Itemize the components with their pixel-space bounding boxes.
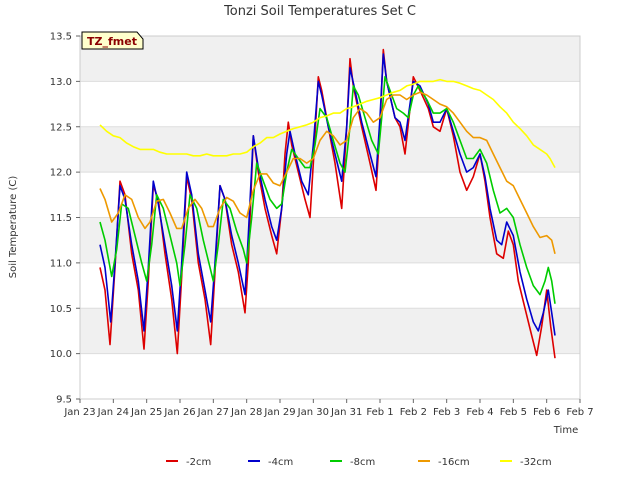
y-tick-label: 10.0	[50, 349, 72, 360]
background-band	[80, 36, 580, 82]
y-tick-label: 12.0	[50, 168, 72, 179]
x-tick-label: Feb 3	[433, 407, 460, 418]
y-tick-label: 11.0	[50, 258, 72, 269]
x-tick-label: Jan 24	[97, 407, 129, 418]
legend-label: -8cm	[350, 457, 375, 468]
x-tick-label: Jan 30	[297, 407, 329, 418]
site-tag-label: TZ_fmet	[87, 35, 137, 48]
series-line-minus-8cm	[99, 76, 556, 304]
legend-label: -16cm	[438, 457, 470, 468]
x-tick-label: Jan 27	[197, 407, 229, 418]
legend-label: -2cm	[186, 457, 211, 468]
y-tick-label: 11.5	[50, 213, 72, 224]
legend: -2cm -4cm -8cm -16cm -32cm	[166, 457, 552, 468]
x-axis-ticks: Jan 23 Jan 24 Jan 25 Jan 26 Jan 27 Jan 28 Jan …	[63, 399, 594, 418]
series-line-minus-32cm	[99, 78, 556, 168]
x-axis-label: Time	[553, 425, 578, 436]
y-tick-label: 9.5	[56, 395, 72, 406]
x-tick-label: Jan 23	[63, 407, 95, 418]
background-band	[80, 217, 580, 263]
y-axis-ticks: 9.5 10.0 10.5 11.0 11.5 12.0 12.5 13.0 13.5	[50, 32, 80, 406]
y-tick-label: 10.5	[50, 304, 72, 315]
y-tick-label: 13.0	[50, 77, 72, 88]
x-tick-label: Jan 26	[163, 407, 195, 418]
x-tick-label: Jan 29	[263, 407, 295, 418]
site-tag-box	[81, 31, 144, 50]
x-tick-label: Feb 2	[400, 407, 427, 418]
y-tick-label: 12.5	[50, 122, 72, 133]
y-axis-label: Soil Temperature (C)	[8, 176, 19, 279]
x-tick-label: Feb 1	[366, 407, 393, 418]
y-tick-label: 13.5	[50, 32, 72, 43]
chart-title: Tonzi Soil Temperatures Set C	[223, 4, 416, 19]
background-band	[80, 308, 580, 354]
x-tick-label: Feb 7	[566, 407, 593, 418]
site-tag-badge: TZ_fmet	[81, 31, 144, 50]
x-tick-label: Feb 6	[533, 407, 560, 418]
series-line-minus-16cm	[99, 91, 556, 254]
x-tick-label: Feb 4	[466, 407, 493, 418]
series-lines	[99, 48, 556, 359]
x-tick-label: Feb 5	[500, 407, 527, 418]
series-line-minus-4cm	[99, 53, 556, 336]
x-tick-label: Jan 31	[330, 407, 362, 418]
legend-label: -4cm	[268, 457, 293, 468]
x-tick-label: Jan 28	[230, 407, 262, 418]
x-tick-label: Jan 25	[130, 407, 162, 418]
legend-label: -32cm	[520, 457, 552, 468]
